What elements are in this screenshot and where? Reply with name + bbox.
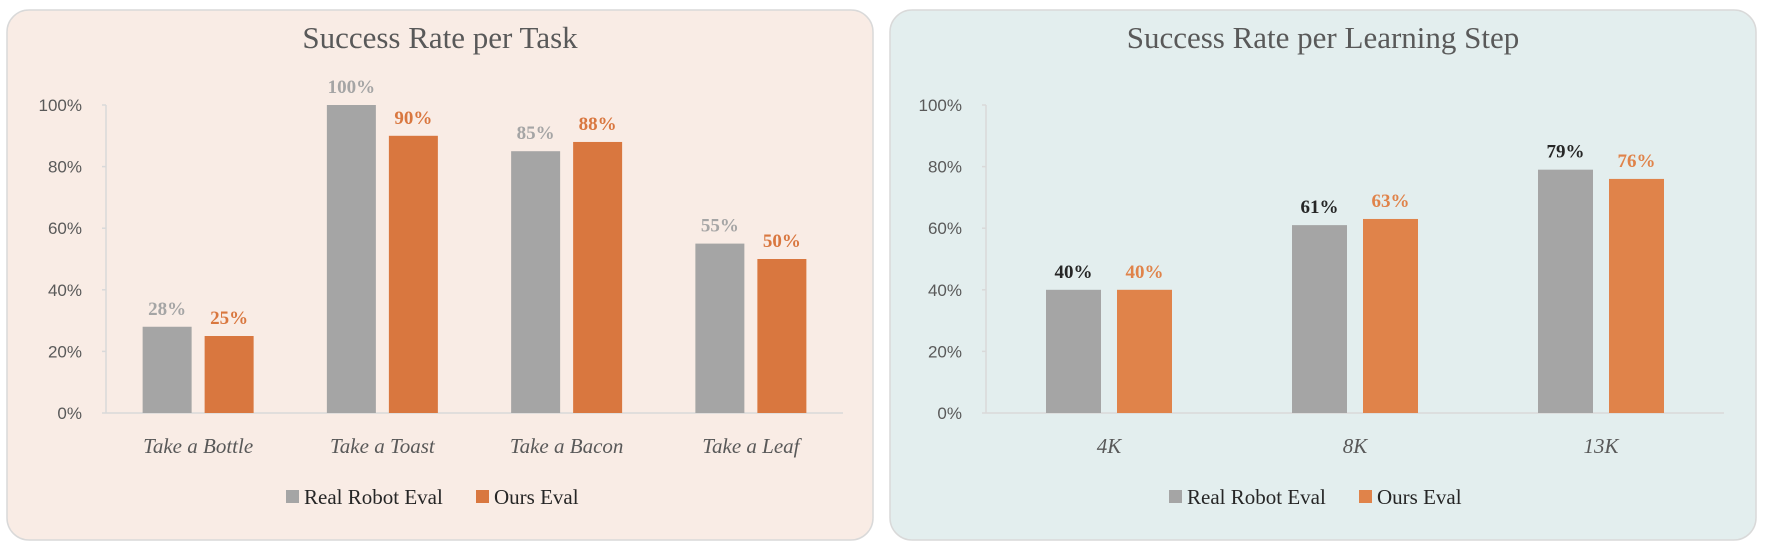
legend: Real Robot Eval Ours Eval bbox=[1169, 485, 1462, 509]
bar-real-robot-eval bbox=[326, 105, 376, 413]
x-tick-label: Take a Bottle bbox=[143, 434, 253, 458]
y-tick-label: 80% bbox=[928, 158, 962, 177]
bar-real-robot-eval bbox=[142, 326, 192, 413]
y-tick-label: 80% bbox=[48, 158, 82, 177]
data-label: 79% bbox=[1547, 142, 1585, 163]
y-tick-label: 0% bbox=[57, 404, 82, 423]
y-tick-label: 40% bbox=[928, 281, 962, 300]
chart-title: Success Rate per Learning Step bbox=[1127, 20, 1520, 55]
bar-ours-eval bbox=[1363, 218, 1418, 413]
bar-ours-eval bbox=[757, 259, 807, 413]
bar-real-robot-eval bbox=[1538, 169, 1593, 413]
data-label: 88% bbox=[579, 114, 617, 135]
data-label: 25% bbox=[210, 308, 248, 329]
bar-ours-eval bbox=[204, 336, 254, 413]
bar-real-robot-eval bbox=[1292, 225, 1347, 413]
legend-label: Ours Eval bbox=[494, 485, 579, 509]
y-tick-label: 100% bbox=[919, 96, 962, 115]
chart-title: Success Rate per Task bbox=[302, 20, 578, 55]
legend: Real Robot Eval Ours Eval bbox=[286, 485, 579, 509]
x-tick-label: Take a Leaf bbox=[702, 434, 802, 458]
legend-label: Ours Eval bbox=[1377, 485, 1462, 509]
data-label: 50% bbox=[763, 231, 801, 252]
x-tick-label: Take a Toast bbox=[330, 434, 436, 458]
bar-real-robot-eval bbox=[1046, 289, 1101, 413]
data-label: 90% bbox=[394, 108, 432, 129]
y-tick-label: 20% bbox=[928, 342, 962, 361]
bar-real-robot-eval bbox=[511, 151, 561, 413]
legend-swatch bbox=[1169, 490, 1182, 503]
bar-real-robot-eval bbox=[695, 243, 745, 413]
data-label: 76% bbox=[1618, 151, 1656, 172]
x-tick-label: Take a Bacon bbox=[510, 434, 624, 458]
chart-1: Success Rate per Task 0% 20% 40% 60% 80% 100% T… bbox=[6, 9, 874, 541]
x-tick-label: 8K bbox=[1343, 434, 1369, 458]
data-label: 100% bbox=[328, 77, 376, 98]
legend-label: Real Robot Eval bbox=[1187, 485, 1326, 509]
bar-ours-eval bbox=[1117, 289, 1172, 413]
legend-label: Real Robot Eval bbox=[304, 485, 443, 509]
data-label: 40% bbox=[1055, 262, 1093, 283]
data-label: 28% bbox=[148, 299, 186, 320]
data-label: 40% bbox=[1126, 262, 1164, 283]
bar-ours-eval bbox=[573, 141, 623, 413]
y-tick-label: 20% bbox=[48, 342, 82, 361]
y-tick-label: 60% bbox=[928, 219, 962, 238]
y-tick-label: 60% bbox=[48, 219, 82, 238]
y-tick-label: 0% bbox=[937, 404, 962, 423]
x-tick-label: 4K bbox=[1097, 434, 1123, 458]
x-tick-label: 13K bbox=[1583, 434, 1619, 458]
bar-ours-eval bbox=[388, 135, 438, 414]
legend-swatch bbox=[476, 490, 489, 503]
data-label: 55% bbox=[701, 216, 739, 237]
legend-swatch bbox=[1359, 490, 1372, 503]
data-label: 85% bbox=[517, 123, 555, 144]
y-tick-label: 40% bbox=[48, 281, 82, 300]
y-tick-label: 100% bbox=[39, 96, 82, 115]
data-label: 61% bbox=[1301, 197, 1339, 218]
chart-2: Success Rate per Learning Step 0% 20% 40% 60… bbox=[889, 9, 1757, 541]
legend-swatch bbox=[286, 490, 299, 503]
data-label: 63% bbox=[1372, 191, 1410, 212]
bar-ours-eval bbox=[1609, 178, 1664, 413]
